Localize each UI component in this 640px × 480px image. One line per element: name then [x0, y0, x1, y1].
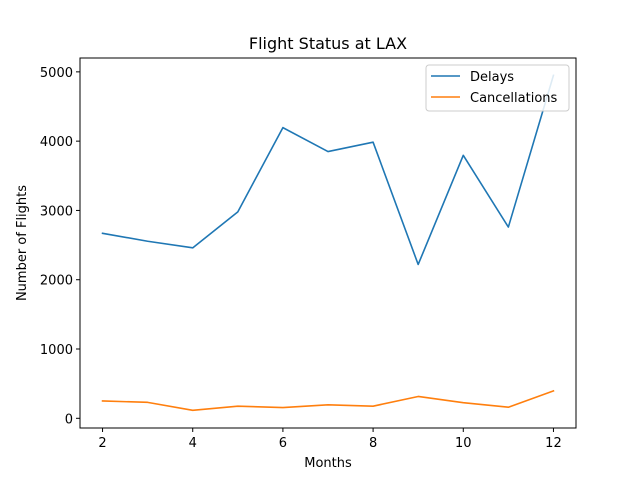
x-tick-label: 12 [545, 436, 562, 451]
series-line-delays [101, 74, 555, 266]
y-tick-label: 2000 [40, 274, 73, 289]
legend-box [425, 64, 570, 112]
chart-title: Flight Status at LAX [249, 34, 407, 53]
series-lines [101, 74, 555, 412]
x-axis-ticks: 2 4 6 8 10 12 [98, 428, 562, 451]
y-tick-label: 0 [65, 412, 73, 427]
x-tick-label: 10 [455, 436, 472, 451]
legend-label-delays: Delays [470, 70, 514, 85]
series-line-cancellations [101, 389, 555, 412]
legend: Delays Cancellations [425, 64, 570, 112]
y-axis-ticks: 0 1000 2000 3000 4000 5000 [40, 66, 80, 427]
y-tick-label: 1000 [40, 343, 73, 358]
y-tick-label: 3000 [40, 204, 73, 219]
x-tick-label: 2 [98, 436, 106, 451]
x-tick-label: 4 [189, 436, 197, 451]
legend-label-cancellations: Cancellations [470, 91, 558, 106]
x-tick-label: 8 [369, 436, 377, 451]
x-tick-label: 6 [279, 436, 287, 451]
y-tick-label: 5000 [40, 66, 73, 81]
x-axis-label: Months [304, 456, 352, 471]
y-axis-label: Number of Flights [15, 185, 30, 301]
plot-frame [79, 57, 577, 429]
y-tick-label: 4000 [40, 135, 73, 150]
